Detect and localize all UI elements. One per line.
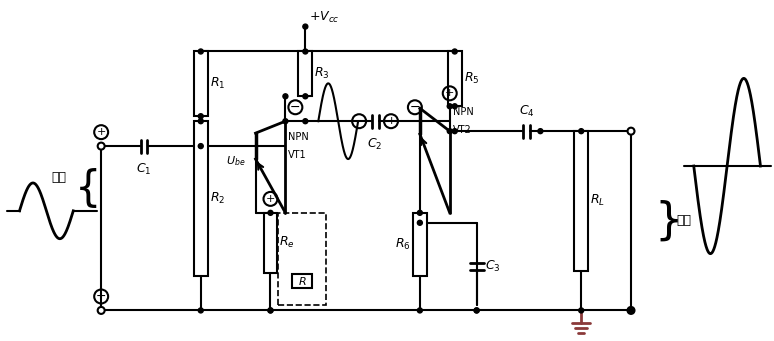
- Circle shape: [474, 308, 479, 313]
- Circle shape: [303, 49, 308, 54]
- Bar: [194, 51, 207, 116]
- Text: $R_6$: $R_6$: [396, 237, 411, 252]
- Circle shape: [452, 104, 457, 109]
- Circle shape: [198, 144, 204, 149]
- Circle shape: [628, 307, 635, 314]
- Text: +: +: [265, 194, 276, 204]
- Text: NPN: NPN: [453, 107, 474, 117]
- Bar: [194, 121, 207, 276]
- Text: −: −: [290, 101, 300, 114]
- Circle shape: [474, 308, 479, 313]
- Circle shape: [538, 129, 543, 134]
- Text: }: }: [655, 199, 683, 242]
- Bar: [574, 131, 588, 271]
- Circle shape: [579, 129, 584, 134]
- Circle shape: [628, 128, 635, 135]
- Text: −: −: [354, 115, 365, 128]
- Text: 输出: 输出: [676, 214, 692, 227]
- Bar: [279, 213, 327, 306]
- Circle shape: [303, 94, 308, 99]
- Bar: [447, 51, 462, 106]
- Circle shape: [283, 119, 288, 124]
- Circle shape: [447, 104, 452, 109]
- Text: VT1: VT1: [289, 150, 307, 160]
- Text: +: +: [97, 127, 106, 137]
- Text: $R_1$: $R_1$: [210, 76, 225, 91]
- Bar: [413, 213, 426, 276]
- Text: 输入: 输入: [51, 172, 67, 184]
- Circle shape: [303, 24, 308, 29]
- Text: $R_L$: $R_L$: [590, 193, 605, 208]
- Text: $R_e$: $R_e$: [279, 235, 295, 250]
- Bar: [263, 213, 277, 272]
- Circle shape: [198, 114, 204, 119]
- Text: $+V_{cc}$: $+V_{cc}$: [310, 10, 340, 25]
- Circle shape: [268, 308, 273, 313]
- Circle shape: [283, 94, 288, 99]
- Circle shape: [417, 210, 423, 215]
- Circle shape: [98, 308, 104, 313]
- Circle shape: [628, 308, 633, 313]
- Bar: [293, 273, 312, 287]
- Text: $R_3$: $R_3$: [314, 66, 330, 81]
- Text: VT2: VT2: [453, 125, 471, 135]
- Circle shape: [579, 308, 584, 313]
- Text: NPN: NPN: [289, 132, 309, 142]
- Circle shape: [98, 143, 104, 150]
- Circle shape: [452, 49, 457, 54]
- Text: −: −: [409, 101, 420, 114]
- Circle shape: [268, 210, 273, 215]
- Circle shape: [417, 308, 423, 313]
- Text: $R$: $R$: [298, 275, 307, 286]
- Circle shape: [452, 129, 457, 134]
- Circle shape: [628, 308, 633, 313]
- Text: $C_3$: $C_3$: [485, 259, 500, 274]
- Circle shape: [198, 308, 204, 313]
- Circle shape: [198, 119, 204, 124]
- Circle shape: [198, 49, 204, 54]
- Text: $C_4$: $C_4$: [519, 104, 534, 119]
- Circle shape: [417, 220, 423, 225]
- Text: −: −: [96, 290, 106, 303]
- Circle shape: [98, 307, 104, 314]
- Circle shape: [268, 308, 273, 313]
- Text: $C_2$: $C_2$: [368, 137, 382, 152]
- Text: {: {: [75, 168, 101, 210]
- Circle shape: [303, 119, 308, 124]
- Bar: [298, 51, 312, 96]
- Text: $U_{be}$: $U_{be}$: [226, 154, 245, 168]
- Circle shape: [447, 129, 452, 134]
- Text: +: +: [445, 88, 454, 98]
- Text: $R_5$: $R_5$: [464, 71, 479, 86]
- Text: $C_1$: $C_1$: [136, 162, 152, 177]
- Text: $R_2$: $R_2$: [210, 191, 225, 206]
- Text: +: +: [386, 116, 396, 126]
